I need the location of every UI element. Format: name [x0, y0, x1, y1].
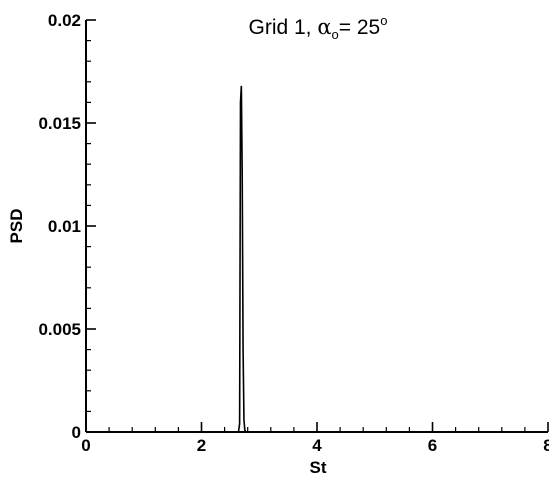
- title-alpha-subscript: o: [332, 27, 339, 42]
- y-tick-label: 0.02: [48, 11, 81, 30]
- y-tick-label: 0: [72, 423, 81, 442]
- y-tick-label: 0.015: [38, 114, 81, 133]
- y-axis-title: PSD: [7, 209, 26, 244]
- title-degree-superscript: o: [380, 13, 387, 28]
- y-tick-label: 0.005: [38, 320, 81, 339]
- psd-series-line: [86, 85, 548, 433]
- y-tick-label: 0.01: [48, 217, 81, 236]
- x-tick-label: 4: [312, 436, 322, 455]
- tick-labels: 0 2 4 6 8 0 0.005 0.01 0.015 0.02: [38, 11, 549, 455]
- title-value: = 25: [339, 16, 380, 39]
- x-tick-label: 6: [428, 436, 437, 455]
- title-main: Grid 1,: [249, 16, 318, 39]
- x-tick-label: 2: [197, 436, 206, 455]
- x-tick-label: 0: [81, 436, 90, 455]
- data-series: [86, 85, 548, 433]
- title-alpha: α: [317, 15, 331, 39]
- x-tick-label: 8: [543, 436, 549, 455]
- chart-title: Grid 1, αo= 25o: [249, 13, 388, 42]
- x-axis-title: St: [310, 458, 327, 477]
- axis-ticks: [85, 19, 549, 433]
